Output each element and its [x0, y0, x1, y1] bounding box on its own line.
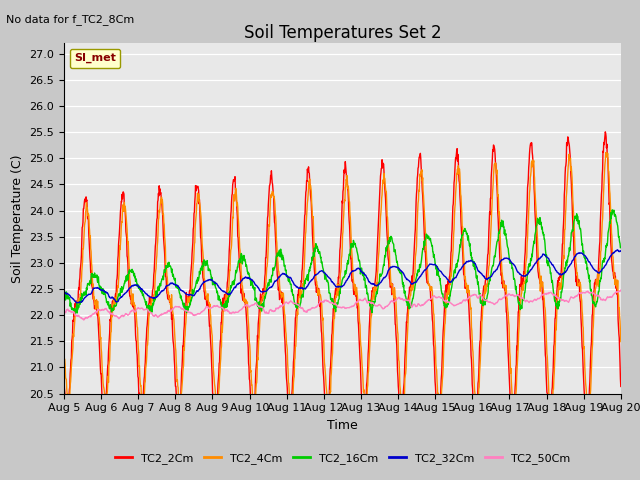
- Y-axis label: Soil Temperature (C): Soil Temperature (C): [11, 154, 24, 283]
- Legend: TC2_2Cm, TC2_4Cm, TC2_16Cm, TC2_32Cm, TC2_50Cm: TC2_2Cm, TC2_4Cm, TC2_16Cm, TC2_32Cm, TC…: [111, 448, 574, 468]
- X-axis label: Time: Time: [327, 419, 358, 432]
- Title: Soil Temperatures Set 2: Soil Temperatures Set 2: [244, 24, 441, 42]
- Text: No data for f_TC2_8Cm: No data for f_TC2_8Cm: [6, 14, 134, 25]
